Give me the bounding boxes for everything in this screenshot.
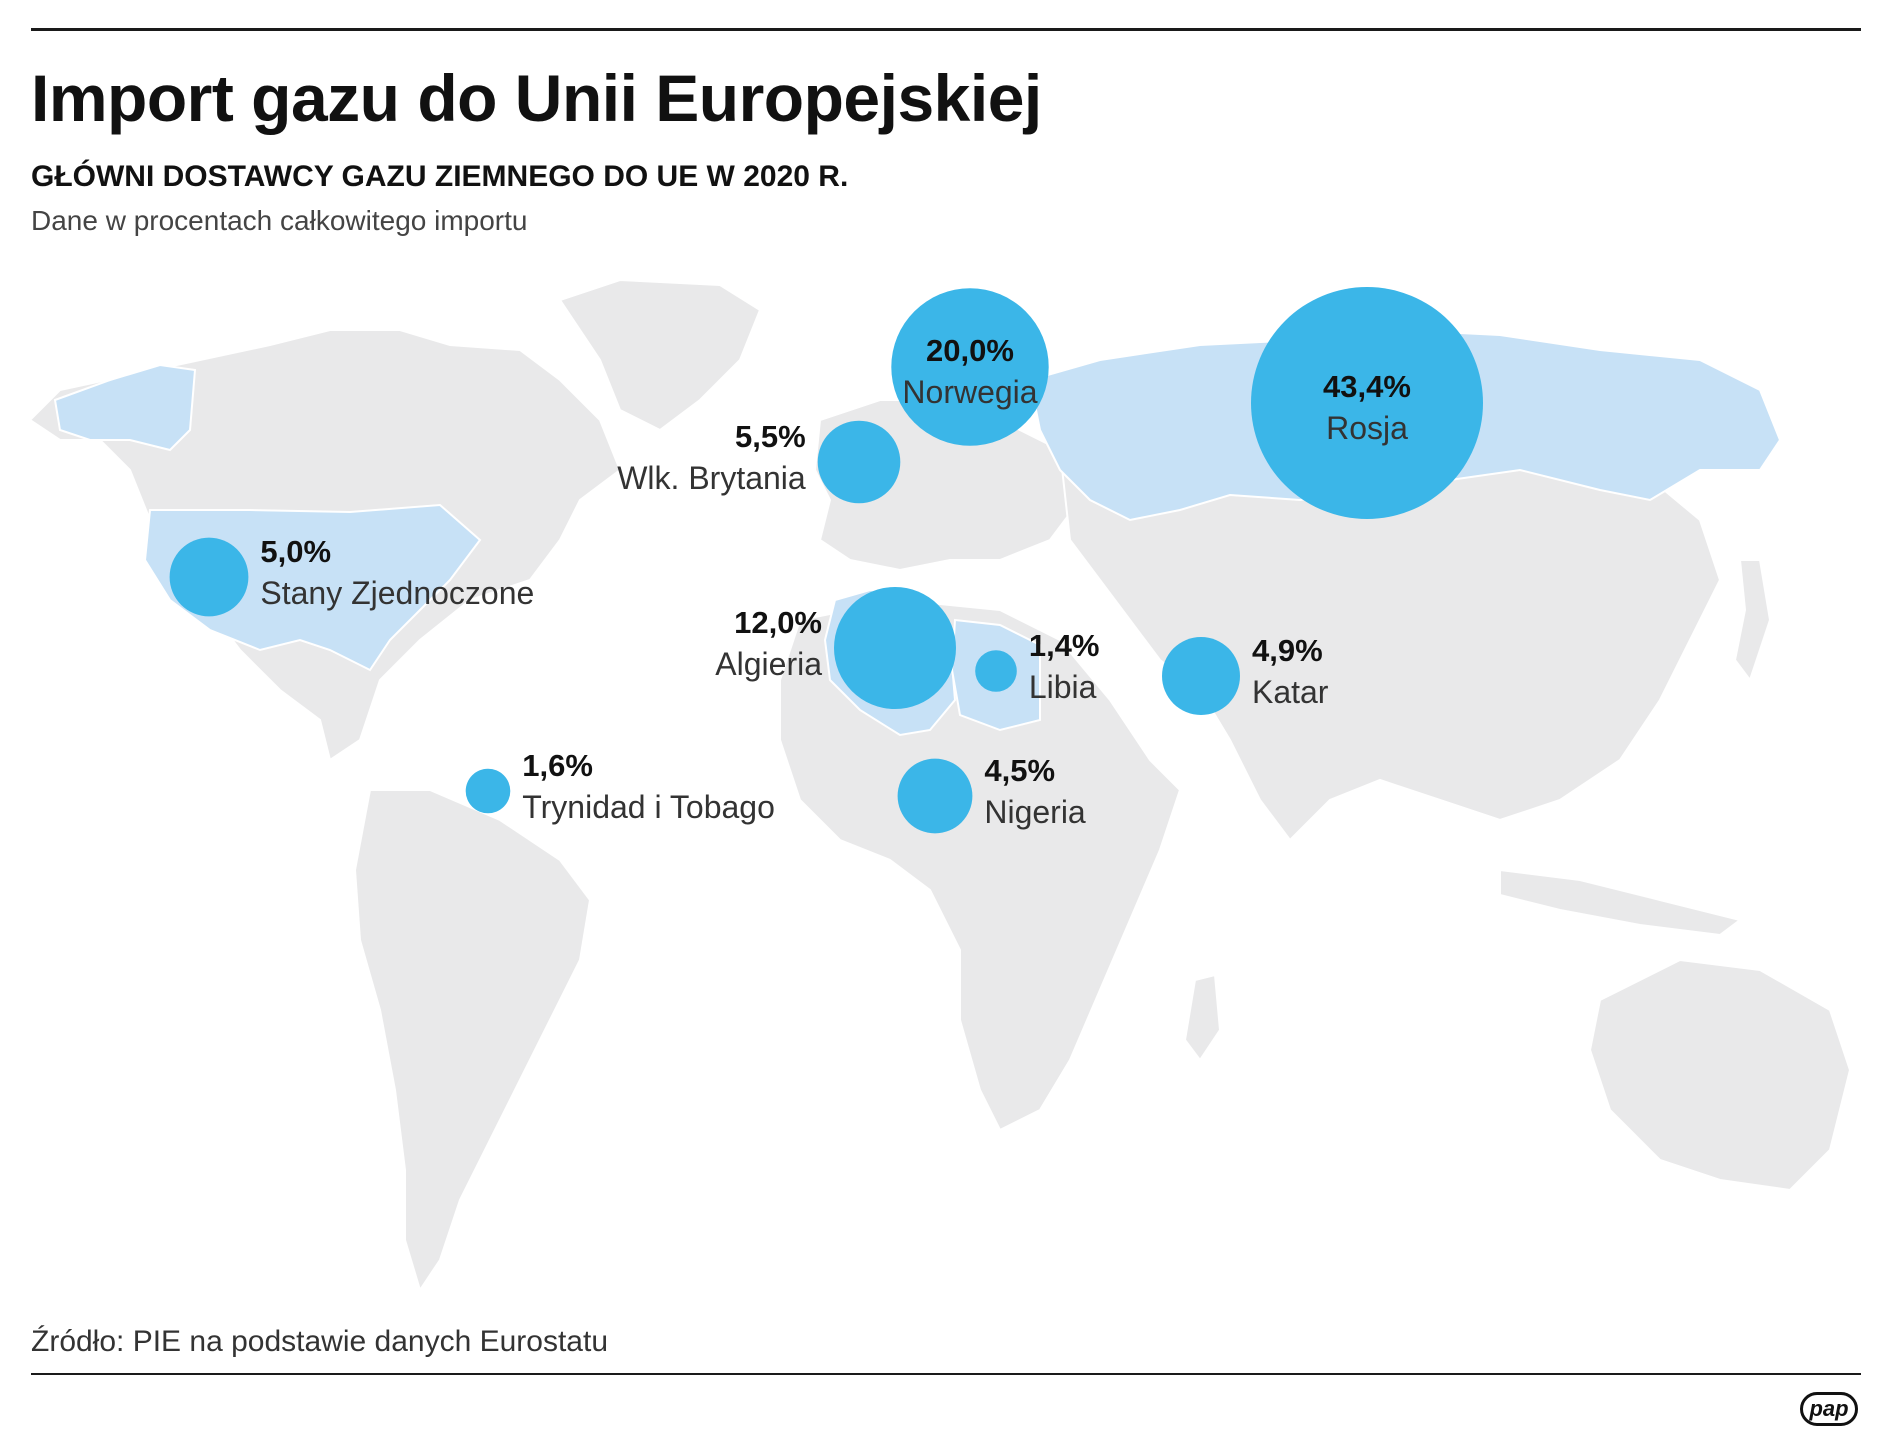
value-label-trynidad-i-tobago: 1,6%: [522, 748, 593, 783]
value-label-rosja: 43,4%: [1323, 369, 1411, 404]
top-rule: [31, 28, 1861, 31]
value-label-nigeria: 4,5%: [984, 753, 1055, 788]
country-label-katar: Katar: [1252, 674, 1329, 710]
land-australia: [1588, 958, 1852, 1192]
land-south-america: [353, 789, 592, 1293]
country-label-algieria: Algieria: [715, 646, 822, 682]
pap-logo: pap: [1800, 1392, 1858, 1426]
value-label-stany-zjednoczone: 5,0%: [260, 534, 331, 569]
source-note: Źródło: PIE na podstawie danych Eurostat…: [31, 1325, 609, 1358]
value-label-algieria: 12,0%: [734, 605, 822, 640]
supplier-bubbles: 43,4% Rosja 20,0% Norwegia 12,0% Algieria 5,5%…: [169, 287, 1483, 834]
land-japan: [1733, 559, 1772, 683]
country-label-rosja: Rosja: [1326, 410, 1408, 446]
bubble-stany-zjednoczone: [169, 537, 249, 617]
value-label-libia: 1,4%: [1029, 628, 1100, 663]
bubble-norwegia: [891, 288, 1049, 446]
value-label-wlk-brytania: 5,5%: [735, 419, 806, 454]
country-label-libia: Libia: [1029, 669, 1097, 705]
bubble-libia: [975, 650, 1017, 692]
land-indonesia: [1499, 868, 1743, 937]
bubble-algieria: [834, 587, 956, 709]
page-subtitle: GŁÓWNI DOSTAWCY GAZU ZIEMNEGO DO UE W 20…: [31, 160, 849, 193]
units-note: Dane w procentach całkowitego importu: [31, 205, 528, 236]
bottom-rule: [31, 1373, 1861, 1375]
value-label-norwegia: 20,0%: [926, 333, 1014, 368]
page-title: Import gazu do Unii Europejskiej: [31, 61, 1042, 135]
country-label-nigeria: Nigeria: [984, 794, 1086, 830]
land-greenland: [558, 278, 762, 432]
bubble-katar: [1162, 637, 1240, 715]
bubble-nigeria: [897, 758, 973, 834]
bubble-wlk-brytania: [817, 420, 901, 504]
country-label-norwegia: Norwegia: [902, 374, 1037, 410]
land-alaska: [53, 363, 197, 452]
country-label-stany-zjednoczone: Stany Zjednoczone: [260, 575, 534, 611]
country-label-trynidad-i-tobago: Trynidad i Tobago: [522, 789, 775, 825]
land-africa: [779, 598, 1182, 1132]
bubble-trynidad-i-tobago: [465, 768, 511, 814]
land-madagascar: [1183, 973, 1222, 1062]
value-label-katar: 4,9%: [1252, 633, 1323, 668]
bubble-rosja: [1251, 287, 1483, 519]
country-label-wlk-brytania: Wlk. Brytania: [617, 460, 806, 496]
